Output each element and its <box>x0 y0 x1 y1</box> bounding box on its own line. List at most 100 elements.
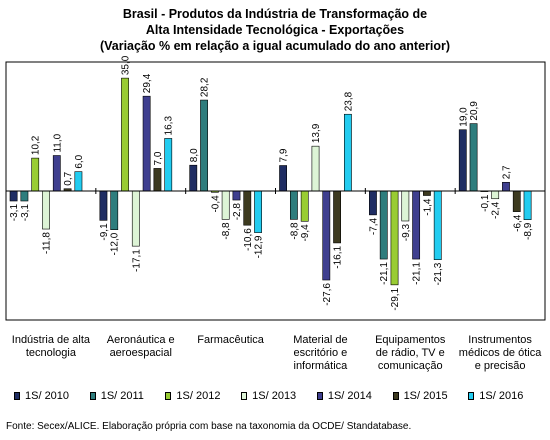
data-label: -29,1 <box>390 287 401 310</box>
data-label: 28,2 <box>200 77 211 97</box>
data-label: -21,1 <box>412 262 423 285</box>
legend-label: 1S/ 2014 <box>327 390 372 402</box>
bar <box>52 155 61 192</box>
bar <box>423 190 431 196</box>
source-note: Fonte: Secex/ALICE. Elaboração própria c… <box>6 421 412 432</box>
bar <box>523 190 532 221</box>
bar <box>20 190 29 202</box>
legend-item: 1S/ 2015 <box>392 390 448 402</box>
bar <box>322 190 331 281</box>
data-label: -12,0 <box>110 232 121 255</box>
legend-label: 1S/ 2011 <box>100 390 144 402</box>
bar <box>289 190 298 220</box>
bar <box>458 129 467 192</box>
bar <box>232 190 241 201</box>
bar <box>221 190 230 220</box>
data-label: -10,6 <box>243 228 254 251</box>
legend-item: 1S/ 2012 <box>165 390 220 402</box>
data-label: 35,0 <box>121 55 132 75</box>
data-label: 16,3 <box>164 116 175 136</box>
data-label: 6,0 <box>74 154 85 168</box>
category-label: Farmacêutica <box>197 334 264 346</box>
data-label: 2,7 <box>501 165 512 179</box>
bar <box>99 190 108 221</box>
category-label: Indústria de alta tecnologia <box>11 334 91 359</box>
data-label: -0,4 <box>210 195 221 213</box>
bar <box>243 190 252 226</box>
data-label: -9,3 <box>401 224 412 242</box>
bar <box>512 190 521 212</box>
data-label: 8,0 <box>189 148 200 162</box>
bar <box>491 190 500 200</box>
legend-label: 1S/ 2012 <box>176 390 221 402</box>
legend-label: 1S/ 2015 <box>403 390 448 402</box>
bar <box>131 190 140 247</box>
data-label: -7,4 <box>368 217 379 235</box>
data-label: -21,1 <box>379 262 390 285</box>
data-label: -0,1 <box>480 194 491 212</box>
bar <box>121 77 129 192</box>
bar <box>390 190 399 286</box>
data-label: -3,1 <box>9 204 20 222</box>
bar <box>142 95 151 192</box>
bar <box>311 145 320 192</box>
data-label: 20,9 <box>469 101 480 121</box>
bar <box>153 168 162 192</box>
data-label: -27,6 <box>322 283 333 306</box>
bar <box>254 190 262 233</box>
chart-title-line-2: Alta Intensidade Tecnológica - Exportaçõ… <box>145 23 405 37</box>
data-label: -8,8 <box>289 222 300 240</box>
legend-swatch <box>392 392 399 400</box>
bar <box>369 190 377 216</box>
legend-item: 1S/ 2016 <box>468 390 523 402</box>
legend-swatch <box>241 392 248 400</box>
legend-swatch <box>14 392 20 400</box>
data-label: -12,9 <box>254 235 265 258</box>
category-label: Aeronáutica e aeroespacial <box>106 334 175 359</box>
legend-label: 1S/ 2013 <box>252 390 297 402</box>
bar <box>343 113 352 192</box>
category-label: Material de escritório e informática <box>293 334 348 372</box>
chart-title-line-1: Brasil - Produtos da Indústria de Transf… <box>122 7 428 21</box>
data-label: -6,4 <box>512 214 523 232</box>
data-label: 7,0 <box>153 151 164 165</box>
data-label: 19,0 <box>458 107 469 127</box>
bar <box>502 181 510 192</box>
data-label: -1,4 <box>422 198 433 216</box>
data-label: -16,1 <box>333 245 344 268</box>
legend-swatch <box>165 392 172 400</box>
bar <box>189 164 198 192</box>
bar <box>379 190 388 260</box>
bar <box>333 190 341 244</box>
bar <box>433 190 442 260</box>
data-label: -9,1 <box>99 223 110 241</box>
data-label: -8,8 <box>221 222 232 240</box>
legend: 1S/ 2010 1S/ 2011 1S/ 2012 1S/ 2013 1S/ 2014… <box>14 390 544 406</box>
data-label: -2,4 <box>491 201 502 219</box>
bar <box>31 157 40 192</box>
data-label: -17,1 <box>131 249 142 272</box>
chart-title-line-3: (Variação % em relação a igual acumulado… <box>99 39 451 53</box>
data-label: 10,2 <box>31 135 42 155</box>
data-label: 7,9 <box>279 148 290 162</box>
bar <box>74 171 83 192</box>
chart-title: Brasil - Produtos da Indústria de Transf… <box>0 6 550 54</box>
legend-item: 1S/ 2013 <box>241 390 296 402</box>
legend-label: 1S/ 2016 <box>479 390 524 402</box>
category-label: Instrumentos médicos de ótica e precisão <box>458 334 542 372</box>
legend-item: 1S/ 2011 <box>89 390 144 402</box>
data-label: -8,9 <box>523 222 534 240</box>
data-label: -11,8 <box>42 232 53 254</box>
legend-swatch <box>89 392 96 400</box>
legend-swatch <box>316 392 323 400</box>
data-label: -9,4 <box>300 224 311 242</box>
bar <box>279 165 287 192</box>
legend-swatch <box>468 392 475 400</box>
data-label: 23,8 <box>343 91 354 111</box>
bar <box>164 138 173 192</box>
data-label: 29,4 <box>142 73 153 93</box>
data-label: 11,0 <box>52 133 63 152</box>
bar <box>412 190 421 260</box>
data-label: -2,8 <box>232 203 243 221</box>
